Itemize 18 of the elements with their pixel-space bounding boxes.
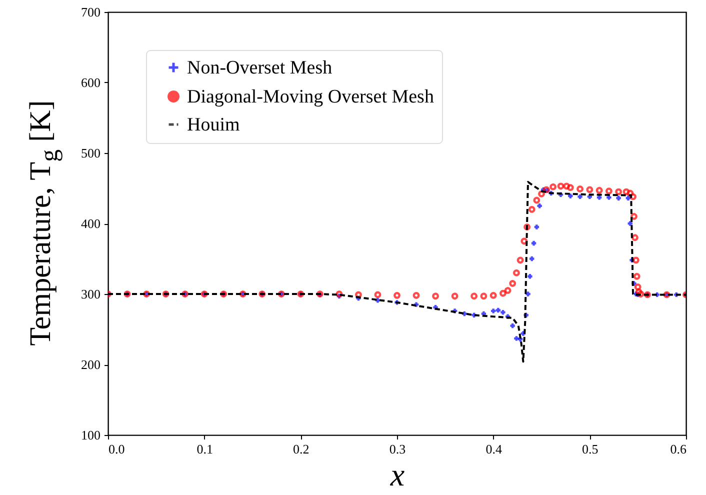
x-axis-title: x bbox=[389, 456, 405, 492]
y-tick-label: 300 bbox=[81, 286, 100, 302]
y-tick-label: 600 bbox=[81, 75, 100, 90]
legend-label: Diagonal-Moving Overset Mesh bbox=[187, 86, 434, 108]
x-tick-label: 0.0 bbox=[108, 442, 125, 456]
y-tick-label: 700 bbox=[81, 4, 100, 20]
x-tick-label: 0.1 bbox=[196, 442, 213, 456]
x-tick-label: 0.2 bbox=[293, 442, 310, 456]
x-tick-label: 0.6 bbox=[670, 442, 687, 456]
legend-label: Houim bbox=[187, 114, 240, 136]
y-tick-label: 200 bbox=[81, 357, 100, 372]
x-tick-label: 0.4 bbox=[486, 442, 502, 456]
legend-label: Non-Overset Mesh bbox=[187, 58, 333, 78]
y-tick-label: 100 bbox=[81, 428, 100, 442]
x-tick-label: 0.5 bbox=[582, 442, 598, 456]
y-tick-label: 500 bbox=[81, 146, 100, 160]
y-tick-label: 400 bbox=[81, 216, 100, 231]
x-tick-label: 0.3 bbox=[389, 442, 406, 456]
